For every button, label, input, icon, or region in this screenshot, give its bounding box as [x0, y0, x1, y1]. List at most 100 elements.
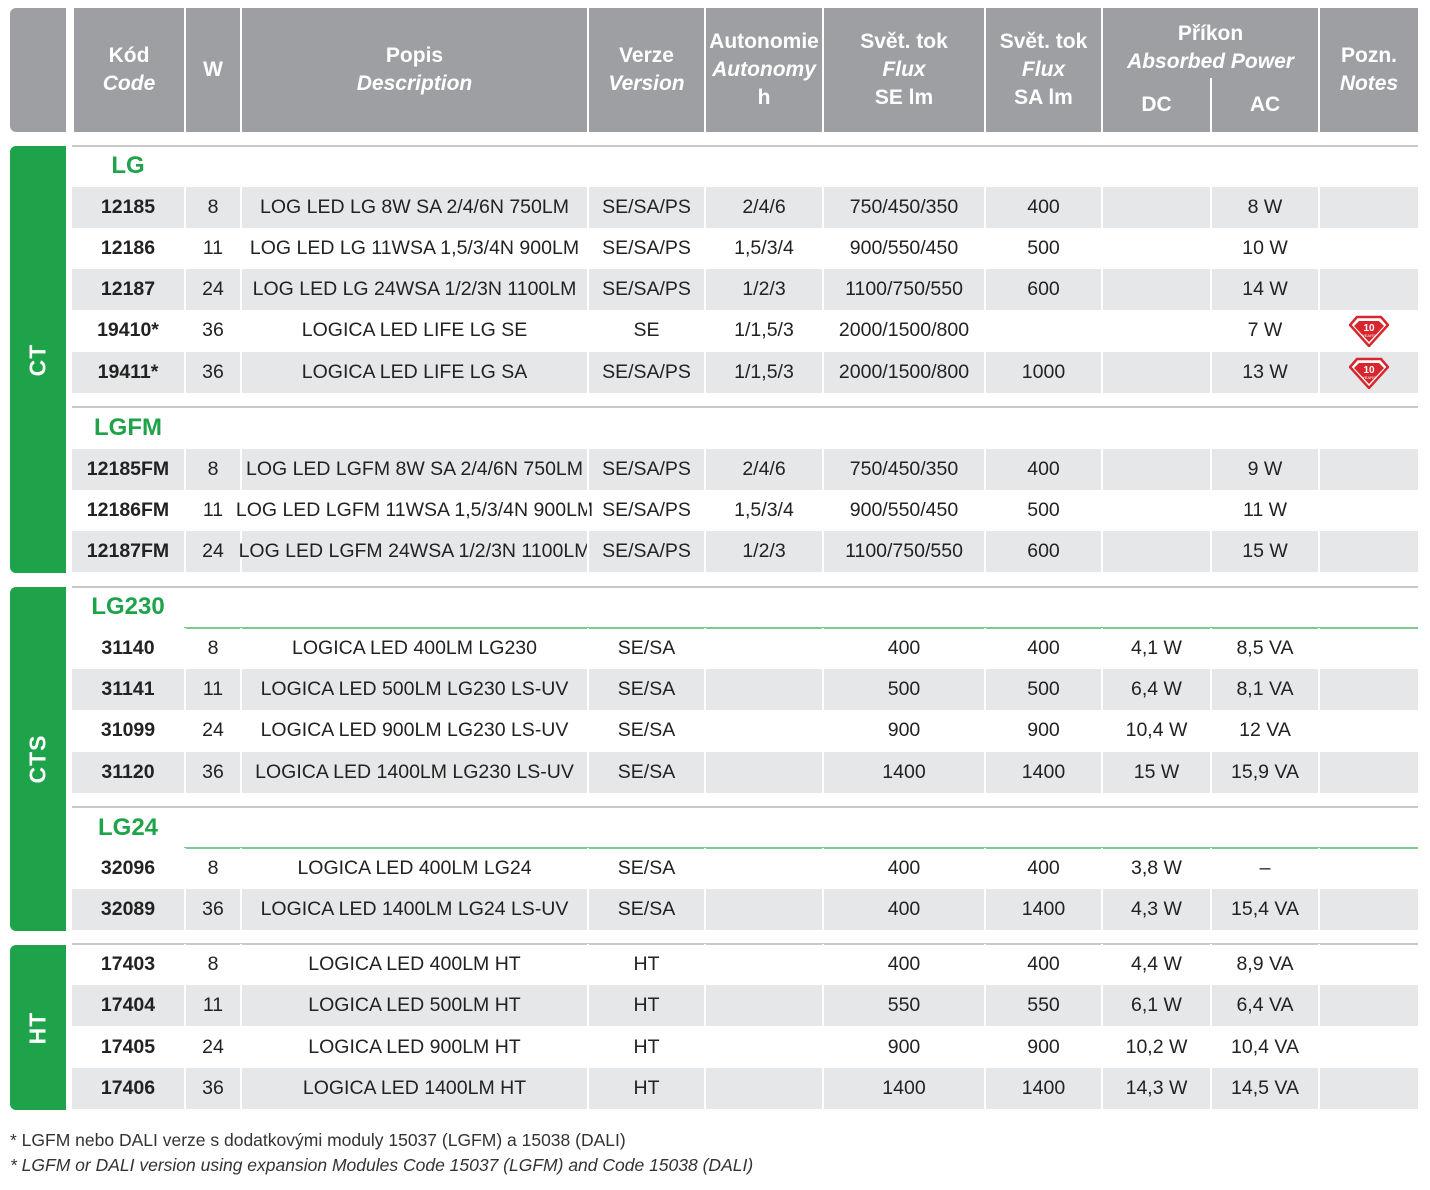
table-row: 12187 24 LOG LED LG 24WSA 1/2/3N 1100LM SE/…	[72, 269, 1418, 310]
separator	[72, 586, 1418, 588]
cell-sa: 900	[984, 1027, 1101, 1068]
cell-ac: 10 W	[1210, 228, 1318, 269]
separator	[72, 145, 1418, 147]
cell-sa: 400	[984, 944, 1101, 985]
cell-note	[1318, 1068, 1418, 1109]
cell-se: 1100/750/550	[822, 269, 984, 310]
cell-aut	[704, 710, 822, 751]
header-code: Kód Code	[72, 8, 184, 132]
cell-ver: HT	[587, 944, 704, 985]
header-notes: Pozn. Notes	[1318, 8, 1418, 132]
cell-se: 1100/750/550	[822, 531, 984, 572]
separator	[72, 943, 1418, 945]
cell-ac: 12 VA	[1210, 710, 1318, 751]
cell-desc: LOGICA LED 1400LM LG230 LS-UV	[240, 752, 587, 793]
cell-dc	[1101, 352, 1210, 393]
band-cts-label: CTS	[24, 734, 51, 784]
header-power-cz: Příkon	[1177, 22, 1244, 45]
cell-ac: 9 W	[1210, 449, 1318, 490]
cell-dc: 15 W	[1101, 752, 1210, 793]
cell-w: 11	[184, 985, 240, 1026]
cell-note: 10 YEARS	[1318, 352, 1418, 393]
band-cts: CTS	[10, 587, 66, 931]
header-flux-sa-en: Flux	[1021, 58, 1066, 81]
cell-ver: SE/SA/PS	[587, 228, 704, 269]
cell-sa: 600	[984, 269, 1101, 310]
cell-sa: 400	[984, 848, 1101, 889]
table-row: 32096 8 LOGICA LED 400LM LG24 SE/SA 400 400 3,…	[72, 848, 1418, 889]
cell-code: 19410*	[97, 319, 159, 341]
cell-w: 24	[184, 710, 240, 751]
cell-sa: 400	[984, 187, 1101, 228]
cell-code: 12186	[100, 237, 156, 259]
cell-desc: LOG LED LG 24WSA 1/2/3N 1100LM	[240, 269, 587, 310]
table-row: 31140 8 LOGICA LED 400LM LG230 SE/SA 400 400 4…	[72, 628, 1418, 669]
cell-desc: LOGICA LED LIFE LG SE	[240, 310, 587, 351]
table-row: 17406 36 LOGICA LED 1400LM HT HT 1400 1400 14,…	[72, 1068, 1418, 1109]
group-title-lg230: LG230	[91, 593, 165, 620]
cell-desc: LOG LED LG 11WSA 1,5/3/4N 900LM	[240, 228, 587, 269]
cell-w: 36	[184, 752, 240, 793]
cell-ver: HT	[587, 985, 704, 1026]
cell-code: 17404	[100, 994, 156, 1016]
cell-ac: 15,9 VA	[1210, 752, 1318, 793]
separator	[184, 847, 1418, 849]
cell-code: 32096	[100, 857, 156, 879]
cell-ver: SE/SA/PS	[587, 352, 704, 393]
cell-note	[1318, 187, 1418, 228]
cell-ac: –	[1210, 848, 1318, 889]
cell-code: 31141	[101, 678, 155, 700]
cell-note	[1318, 848, 1418, 889]
cell-ac: 13 W	[1210, 352, 1318, 393]
cell-se: 750/450/350	[822, 449, 984, 490]
cell-w: 24	[184, 1027, 240, 1068]
cell-desc: LOGICA LED 900LM HT	[240, 1027, 587, 1068]
svg-text:10: 10	[1363, 323, 1375, 334]
table-row: 12185FM 8 LOG LED LGFM 8W SA 2/4/6N 750LM S…	[72, 449, 1418, 490]
cell-ver: SE/SA	[587, 752, 704, 793]
header-notes-cz: Pozn.	[1341, 44, 1397, 67]
cell-note	[1318, 985, 1418, 1026]
cell-desc: LOGICA LED 900LM LG230 LS-UV	[240, 710, 587, 751]
cell-code: 31140	[101, 637, 155, 659]
cell-se: 900	[822, 1027, 984, 1068]
header-aut-unit: h	[757, 86, 771, 109]
header-power-ac: AC	[1210, 78, 1318, 132]
cell-desc: LOGICA LED 400LM LG24	[240, 848, 587, 889]
svg-text:YEARS: YEARS	[1362, 375, 1376, 380]
cell-code: 17403	[100, 953, 156, 975]
cell-note	[1318, 669, 1418, 710]
band-ct-label: CT	[24, 343, 51, 376]
cell-w: 8	[184, 848, 240, 889]
cell-sa: 500	[984, 228, 1101, 269]
cell-se: 2000/1500/800	[822, 352, 984, 393]
table-row: 19411* 36 LOGICA LED LIFE LG SA SE/SA/PS 1/1…	[72, 352, 1418, 393]
header-flux-se-unit: SE lm	[874, 86, 934, 109]
cell-ac: 8 W	[1210, 187, 1318, 228]
cell-se: 400	[822, 944, 984, 985]
cell-dc	[1101, 490, 1210, 531]
cell-dc	[1101, 310, 1210, 351]
header-aut-en: Autonomy	[712, 58, 816, 81]
cell-dc: 6,4 W	[1101, 669, 1210, 710]
cell-w: 24	[184, 269, 240, 310]
header-flux-se: Svět. tok Flux SE lm	[822, 8, 984, 132]
separator	[184, 627, 1418, 629]
cell-ver: SE/SA	[587, 669, 704, 710]
cell-ac: 8,1 VA	[1210, 669, 1318, 710]
footnote-cz: * LGFM nebo DALI verze s dodatkovými mod…	[10, 1130, 626, 1150]
cell-se: 550	[822, 985, 984, 1026]
header-power-en: Absorbed Power	[1127, 50, 1294, 73]
cell-code: 17406	[100, 1077, 156, 1099]
cell-aut	[704, 628, 822, 669]
header-flux-sa: Svět. tok Flux SA lm	[984, 8, 1101, 132]
cell-ver: SE/SA	[587, 889, 704, 930]
header-power: Příkon Absorbed Power	[1101, 8, 1318, 132]
cell-desc: LOG LED LGFM 11WSA 1,5/3/4N 900LM	[236, 490, 593, 531]
cell-code: 31099	[100, 719, 156, 741]
cell-w: 8	[184, 628, 240, 669]
cell-w: 11	[184, 669, 240, 710]
cell-desc: LOGICA LED 500LM HT	[240, 985, 587, 1026]
cell-ver: HT	[587, 1068, 704, 1109]
